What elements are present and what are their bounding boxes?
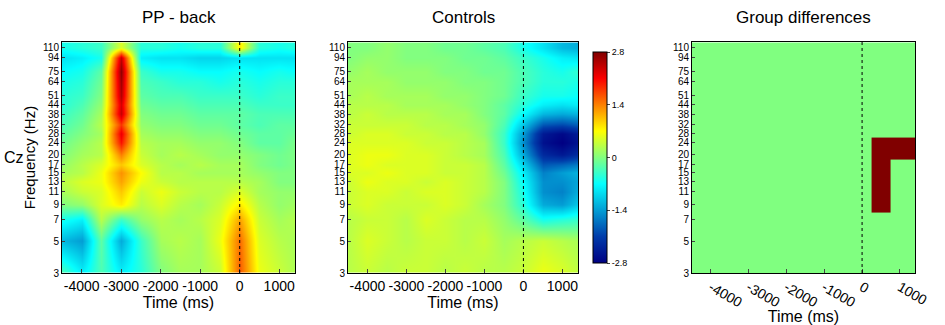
svg-text:75: 75 <box>48 66 60 77</box>
svg-text:17: 17 <box>48 159 60 170</box>
svg-text:5: 5 <box>339 236 345 247</box>
svg-text:13: 13 <box>48 176 60 187</box>
svg-text:38: 38 <box>678 109 690 120</box>
svg-text:-2000: -2000 <box>143 278 179 294</box>
svg-text:64: 64 <box>48 76 60 87</box>
svg-text:64: 64 <box>678 76 690 87</box>
svg-text:0: 0 <box>857 279 872 297</box>
svg-text:28: 28 <box>334 128 346 139</box>
svg-text:20: 20 <box>678 149 690 160</box>
svg-text:7: 7 <box>53 214 59 225</box>
svg-text:Time (ms): Time (ms) <box>143 294 214 311</box>
svg-text:32: 32 <box>48 119 60 130</box>
svg-text:51: 51 <box>48 90 60 101</box>
svg-text:-1.4: -1.4 <box>612 205 628 215</box>
svg-text:64: 64 <box>334 76 346 87</box>
svg-text:13: 13 <box>678 176 690 187</box>
svg-text:-3000: -3000 <box>744 279 783 311</box>
svg-text:13: 13 <box>334 176 346 187</box>
svg-text:94: 94 <box>678 52 690 63</box>
svg-text:15: 15 <box>678 167 690 178</box>
svg-text:Group differences: Group differences <box>736 8 871 27</box>
svg-text:51: 51 <box>678 90 690 101</box>
svg-text:-1000: -1000 <box>182 278 218 294</box>
svg-text:51: 51 <box>334 90 346 101</box>
svg-text:-4000: -4000 <box>350 278 386 294</box>
svg-text:75: 75 <box>334 66 346 77</box>
svg-text:17: 17 <box>678 159 690 170</box>
svg-text:-2000: -2000 <box>781 279 820 311</box>
svg-text:110: 110 <box>673 42 689 53</box>
svg-text:-2.8: -2.8 <box>612 258 628 268</box>
svg-text:0: 0 <box>236 278 244 294</box>
svg-text:44: 44 <box>678 99 690 110</box>
svg-text:-3000: -3000 <box>389 278 425 294</box>
svg-text:44: 44 <box>334 99 346 110</box>
svg-text:28: 28 <box>678 128 690 139</box>
svg-text:28: 28 <box>48 128 60 139</box>
svg-text:-1000: -1000 <box>819 279 858 311</box>
svg-text:Time (ms): Time (ms) <box>427 294 498 311</box>
svg-text:Time (ms): Time (ms) <box>768 308 839 325</box>
svg-text:20: 20 <box>334 149 346 160</box>
svg-text:38: 38 <box>334 109 346 120</box>
svg-text:1000: 1000 <box>547 278 578 294</box>
svg-text:2.8: 2.8 <box>612 47 625 57</box>
svg-text:110: 110 <box>43 42 59 53</box>
svg-text:-4000: -4000 <box>64 278 100 294</box>
svg-text:24: 24 <box>334 137 346 148</box>
svg-text:94: 94 <box>334 52 346 63</box>
svg-text:-1000: -1000 <box>467 278 503 294</box>
svg-text:-2000: -2000 <box>428 278 464 294</box>
svg-text:94: 94 <box>48 52 60 63</box>
svg-text:32: 32 <box>334 119 346 130</box>
svg-text:38: 38 <box>48 109 60 120</box>
svg-text:15: 15 <box>48 167 60 178</box>
svg-text:Cz: Cz <box>4 149 24 166</box>
svg-text:3: 3 <box>339 268 345 279</box>
svg-text:32: 32 <box>678 119 690 130</box>
svg-text:110: 110 <box>329 42 345 53</box>
svg-text:PP - back: PP - back <box>142 8 216 27</box>
svg-text:7: 7 <box>683 214 689 225</box>
svg-text:1.4: 1.4 <box>612 100 625 110</box>
svg-text:11: 11 <box>679 186 690 197</box>
svg-text:17: 17 <box>334 159 346 170</box>
svg-text:5: 5 <box>683 236 689 247</box>
svg-text:1000: 1000 <box>895 279 930 309</box>
svg-text:3: 3 <box>683 268 689 279</box>
svg-text:Controls: Controls <box>432 8 495 27</box>
svg-text:-3000: -3000 <box>103 278 139 294</box>
svg-text:44: 44 <box>48 99 60 110</box>
svg-text:20: 20 <box>48 149 60 160</box>
svg-text:7: 7 <box>339 214 345 225</box>
svg-text:11: 11 <box>335 186 346 197</box>
svg-text:24: 24 <box>678 137 690 148</box>
svg-text:1000: 1000 <box>264 278 295 294</box>
svg-text:0: 0 <box>520 278 528 294</box>
svg-text:5: 5 <box>53 236 59 247</box>
svg-text:75: 75 <box>678 66 690 77</box>
svg-text:9: 9 <box>339 199 345 210</box>
svg-text:15: 15 <box>334 167 346 178</box>
svg-text:11: 11 <box>49 186 60 197</box>
svg-text:24: 24 <box>48 137 60 148</box>
svg-text:9: 9 <box>53 199 59 210</box>
svg-text:9: 9 <box>683 199 689 210</box>
svg-text:0: 0 <box>612 153 617 163</box>
svg-text:3: 3 <box>53 268 59 279</box>
svg-text:Frequency (Hz): Frequency (Hz) <box>21 106 38 209</box>
svg-text:-4000: -4000 <box>706 279 745 311</box>
